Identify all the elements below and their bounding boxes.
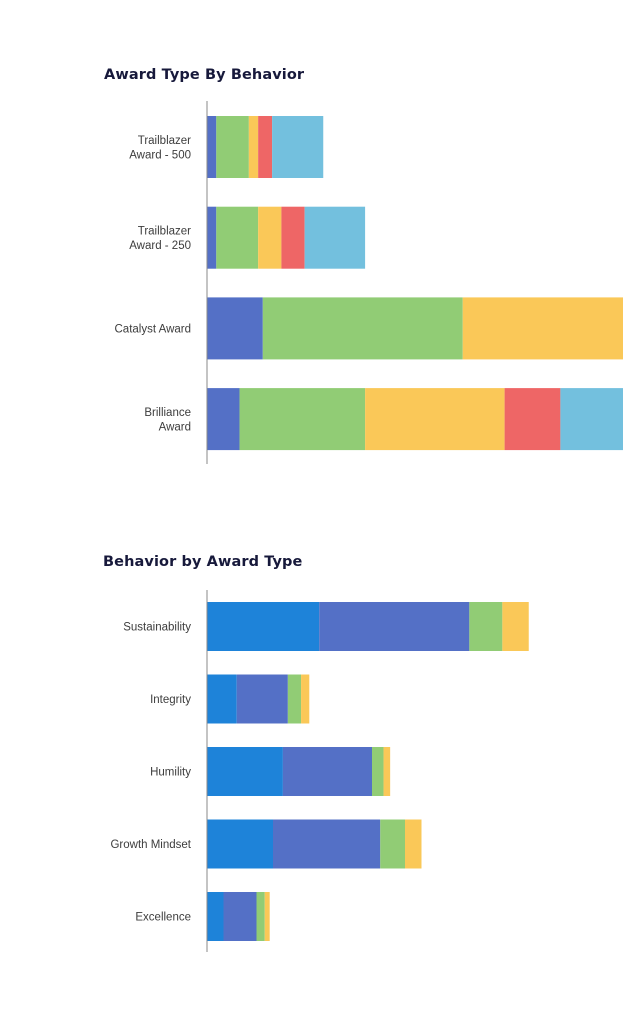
bar-segment-5-2 xyxy=(223,892,257,941)
bar-segment-4-1 xyxy=(207,388,240,451)
bar-segment-4-3 xyxy=(365,388,505,451)
bar-segment-2-2 xyxy=(236,674,288,724)
bar-segment-1-1 xyxy=(207,116,217,178)
bar-segment-4-5 xyxy=(560,388,623,451)
bar-segment-3-4 xyxy=(383,747,391,796)
category-label: Award - 500 xyxy=(129,149,191,161)
category-label: Award - 250 xyxy=(129,240,191,252)
category-label: Trailblazer xyxy=(138,135,191,147)
bar-segment-2-2 xyxy=(216,206,259,269)
bar-segment-1-3 xyxy=(469,602,503,651)
bar-segment-4-2 xyxy=(273,819,381,869)
chart-plot-area: Sustainability Integrity Humility Growth Mi… xyxy=(110,590,529,952)
bar-segment-2-4 xyxy=(301,674,310,724)
bar-segment-4-2 xyxy=(239,388,366,451)
category-label: Brilliance xyxy=(144,407,191,419)
bar-segment-4-4 xyxy=(405,819,422,869)
bar-segment-1-2 xyxy=(319,602,470,651)
bar-segment-4-3 xyxy=(380,819,405,869)
chart-title: Behavior by Award Type xyxy=(103,554,303,570)
bar-segment-1-4 xyxy=(258,116,273,178)
chart-plot-area: Trailblazer Award - 500 Trailblazer Award -… xyxy=(115,101,623,464)
bar-segment-2-1 xyxy=(207,206,217,269)
bar-segment-3-2 xyxy=(262,297,463,360)
bar-segment-3-1 xyxy=(207,747,283,796)
bar-segment-2-3 xyxy=(287,674,302,724)
chart-title: Award Type By Behavior xyxy=(104,67,305,83)
behavior-by-award-type-chart: Behavior by Award Type Sustainability Int… xyxy=(0,500,623,1024)
category-label: Sustainability xyxy=(123,622,191,634)
category-label: Humility xyxy=(150,767,191,779)
category-label: Award xyxy=(159,421,191,433)
bar-segment-2-5 xyxy=(304,206,366,269)
award-type-by-behavior-chart: Award Type By Behavior Trailblazer Award … xyxy=(0,0,623,500)
bar-segment-2-3 xyxy=(258,206,282,269)
bar-segment-3-1 xyxy=(207,297,263,360)
category-label: Integrity xyxy=(150,694,191,706)
category-label: Excellence xyxy=(135,912,191,924)
bar-segment-1-5 xyxy=(272,116,324,178)
bar-segment-4-1 xyxy=(207,819,273,869)
bar-segment-2-1 xyxy=(207,674,237,724)
bar-segment-3-3 xyxy=(372,747,384,796)
bar-segment-1-3 xyxy=(248,116,259,178)
bar-segment-5-1 xyxy=(207,892,224,941)
bar-segment-4-4 xyxy=(504,388,561,451)
bar-segment-1-2 xyxy=(216,116,249,178)
bar-segment-5-3 xyxy=(256,892,265,941)
bar-segment-1-1 xyxy=(207,602,320,651)
bar-segment-1-4 xyxy=(502,602,529,651)
category-label: Catalyst Award xyxy=(115,323,192,335)
bar-segment-2-4 xyxy=(281,206,305,269)
bar-segment-5-4 xyxy=(264,892,270,941)
category-label: Growth Mindset xyxy=(110,839,191,851)
bar-segment-3-2 xyxy=(282,747,372,796)
category-label: Trailblazer xyxy=(138,225,191,237)
bar-segment-3-3 xyxy=(462,297,623,360)
